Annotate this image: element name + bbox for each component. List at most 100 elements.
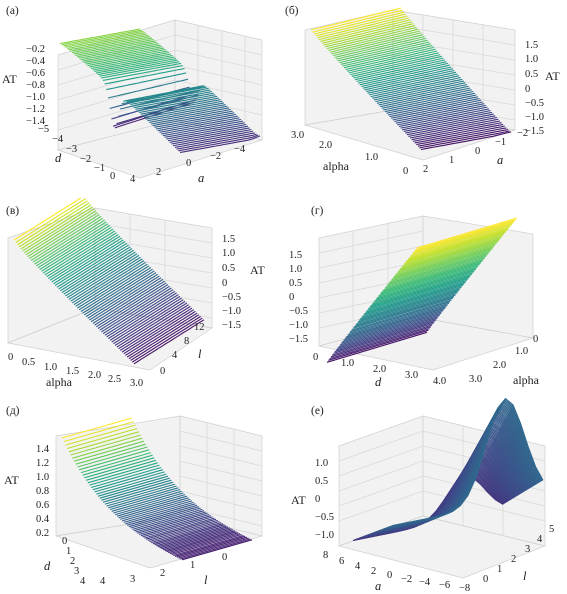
surface-line	[342, 45, 433, 67]
surface-line	[159, 117, 240, 133]
surface-line	[328, 329, 429, 361]
surface-line	[132, 317, 203, 363]
surface-line	[108, 487, 179, 509]
surface-line	[401, 111, 493, 131]
surface-line	[111, 297, 182, 343]
surface-line	[409, 120, 501, 139]
surface-line	[150, 522, 222, 544]
surface-line	[332, 34, 424, 57]
surface-line	[44, 230, 116, 276]
z-tick-d-1: 1.0	[289, 264, 302, 275]
z-tick-d-3: 0	[289, 292, 294, 303]
surface-line	[13, 198, 82, 241]
surface-line	[94, 280, 165, 326]
surface-line	[75, 40, 156, 56]
surface-line	[383, 259, 484, 291]
surface-line	[178, 134, 259, 152]
surface-line	[137, 512, 208, 534]
surface-line	[128, 87, 209, 104]
surface-line	[63, 421, 134, 443]
surface-line	[104, 483, 176, 505]
surface-b	[310, 7, 512, 151]
surface-line	[80, 44, 161, 61]
surface-line	[357, 62, 449, 84]
z-tick-e-2: 1.0	[36, 472, 49, 483]
z-tick-e-6: 0.2	[36, 528, 49, 539]
x-tick-e-2: 2	[70, 556, 75, 567]
surface-line	[65, 251, 136, 297]
surface-line	[147, 519, 218, 541]
surface-line	[156, 525, 227, 547]
y-tick-b-1: 1	[449, 155, 454, 166]
y-axis-label-e: l	[204, 573, 208, 587]
surface-line	[97, 59, 178, 76]
surface-line	[53, 239, 124, 285]
surface-line	[331, 324, 433, 356]
axis-panes-c	[6, 207, 213, 371]
surface-line	[178, 537, 249, 559]
surface-line	[78, 449, 150, 471]
surface-line	[41, 226, 112, 272]
z-tick-d-2: 0.5	[289, 278, 302, 289]
surface-line	[361, 66, 452, 88]
z-tick-d-4: −0.5	[289, 306, 308, 317]
surface-line	[375, 268, 477, 300]
surface-line	[326, 331, 428, 363]
surface-line	[89, 275, 160, 321]
surface-line	[354, 59, 446, 81]
surface-line	[149, 520, 220, 543]
surface-line	[123, 309, 194, 355]
surface-line	[65, 32, 146, 48]
surface-line	[162, 529, 234, 551]
surface-line	[101, 62, 182, 79]
surface-line	[353, 296, 455, 328]
surface-line	[383, 90, 474, 111]
surface-line	[68, 431, 140, 453]
surface-line	[415, 219, 516, 251]
y-tick-c-1: 4	[172, 350, 178, 361]
panel-label-d: (г)	[311, 205, 324, 217]
x-tick-f-7: −6	[439, 580, 450, 591]
surface-line	[164, 530, 236, 552]
surface-line	[395, 104, 487, 124]
surface-line	[411, 223, 513, 255]
surface-line	[373, 80, 465, 101]
surface-line	[348, 52, 439, 74]
y-tick-d-2: 1.0	[515, 346, 528, 357]
surface-line	[356, 61, 447, 82]
surface-line	[154, 524, 225, 546]
surface-line	[355, 294, 456, 326]
surface-line	[340, 43, 432, 65]
z-tick-b-6: −1.5	[525, 126, 544, 137]
z-tick-f-0: 1.0	[315, 458, 328, 469]
z-axis-label-b: AT	[545, 69, 560, 83]
x-tick-f-4: 0	[387, 570, 392, 581]
z-tick-d-5: −1.0	[289, 320, 308, 331]
surface-line	[140, 515, 212, 537]
surface-line	[72, 258, 143, 304]
surface-line	[375, 82, 466, 103]
x-tick-c-5: 2.5	[108, 374, 121, 385]
surface-line	[416, 217, 518, 249]
surface-line	[330, 326, 432, 358]
z-tick-c-0: 1.5	[222, 234, 235, 245]
x-tick-b-2: 1.0	[365, 152, 378, 163]
surface-line	[357, 291, 459, 323]
surface-line	[51, 237, 122, 283]
x-tick-f-8: −8	[459, 583, 470, 594]
surface-line	[94, 56, 175, 73]
surface-line	[109, 488, 181, 511]
surface-line	[133, 92, 214, 109]
surface-line	[162, 120, 243, 137]
surface-line	[348, 302, 450, 334]
surface-line	[133, 319, 205, 365]
surface-line	[65, 424, 136, 446]
surface-line	[176, 536, 248, 558]
x-tick-c-6: 3.0	[130, 378, 143, 389]
surface-line	[356, 292, 457, 325]
y-tick-f-5: 5	[549, 524, 554, 535]
surface-plot-a: (а) AT −0.2 −0.4 −0.6 −0.8 −1.0 −1.2 −1.…	[2, 5, 264, 185]
z-tick-f-2: 0	[315, 494, 320, 505]
surface-line	[133, 510, 205, 532]
